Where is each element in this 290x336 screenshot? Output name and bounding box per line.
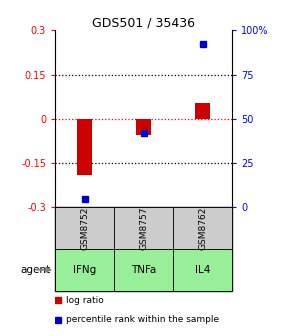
- Bar: [195, 102, 210, 119]
- Bar: [173, 207, 232, 249]
- Text: IL4: IL4: [195, 265, 210, 275]
- Bar: [173, 249, 232, 291]
- Title: GDS501 / 35436: GDS501 / 35436: [92, 16, 195, 29]
- Text: IFNg: IFNg: [73, 265, 96, 275]
- Bar: [55, 249, 114, 291]
- Text: TNFa: TNFa: [131, 265, 156, 275]
- Text: log ratio: log ratio: [66, 296, 104, 305]
- Bar: [55, 207, 114, 249]
- Text: percentile rank within the sample: percentile rank within the sample: [66, 315, 219, 324]
- Bar: [136, 119, 151, 135]
- Bar: [114, 207, 173, 249]
- Text: GSM8762: GSM8762: [198, 207, 207, 250]
- Text: GSM8752: GSM8752: [80, 207, 89, 250]
- Bar: [114, 249, 173, 291]
- Text: GSM8757: GSM8757: [139, 206, 148, 250]
- Text: agent: agent: [20, 265, 50, 275]
- Bar: [77, 119, 92, 175]
